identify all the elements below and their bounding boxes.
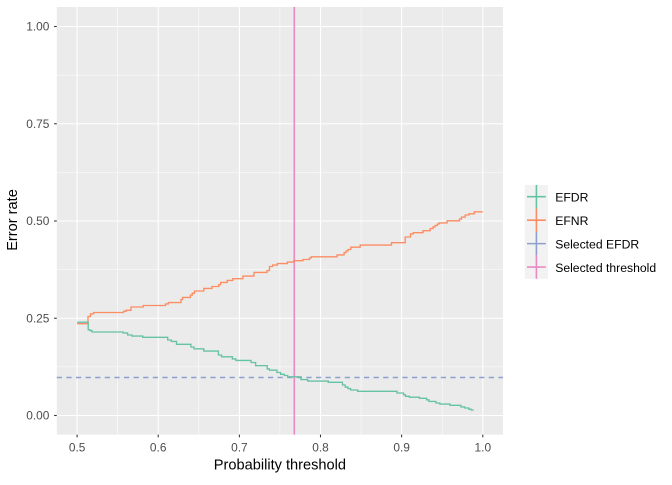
svg-text:0.50: 0.50 [26, 214, 50, 228]
svg-text:0.8: 0.8 [312, 440, 329, 454]
svg-text:0.7: 0.7 [231, 440, 248, 454]
svg-text:0.75: 0.75 [26, 117, 50, 131]
svg-text:Probability threshold: Probability threshold [214, 457, 346, 473]
svg-text:0.25: 0.25 [26, 311, 50, 325]
svg-text:1.00: 1.00 [26, 20, 50, 34]
svg-text:0.5: 0.5 [69, 440, 86, 454]
svg-text:EFDR: EFDR [555, 191, 588, 205]
svg-text:Selected EFDR: Selected EFDR [555, 237, 639, 251]
svg-text:0.6: 0.6 [150, 440, 167, 454]
svg-text:EFNR: EFNR [555, 214, 588, 228]
svg-text:Selected threshold: Selected threshold [555, 261, 656, 275]
svg-text:Error rate: Error rate [5, 189, 21, 251]
svg-text:0.00: 0.00 [26, 409, 50, 423]
svg-text:1.0: 1.0 [475, 440, 492, 454]
svg-text:0.9: 0.9 [393, 440, 410, 454]
